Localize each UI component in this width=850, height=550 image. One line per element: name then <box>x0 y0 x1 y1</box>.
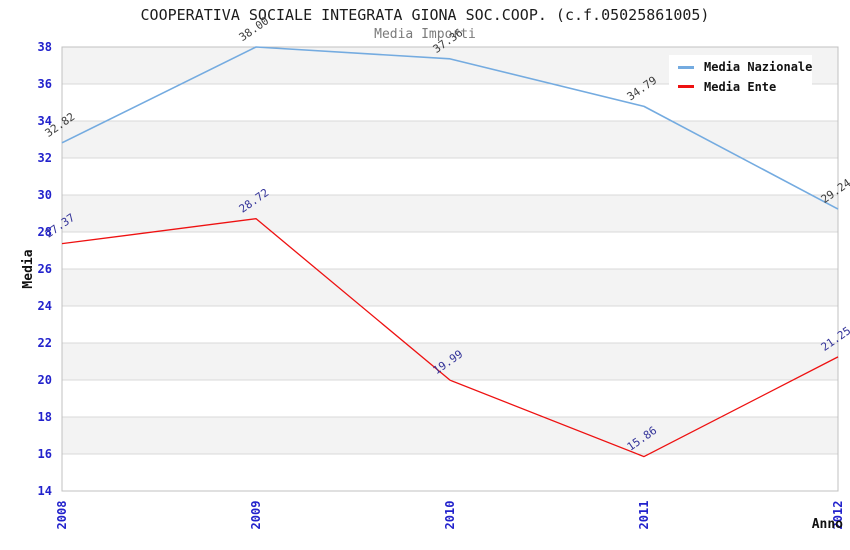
svg-text:2012: 2012 <box>831 501 845 530</box>
y-tick-label: 34 <box>38 114 52 128</box>
y-tick-label: 22 <box>38 336 52 350</box>
legend-label-media-ente: Media Ente <box>704 79 777 94</box>
x-tick-label: 2012 <box>831 501 845 530</box>
legend-label-media-nazionale: Media Nazionale <box>704 60 813 75</box>
x-tick-label: 2011 <box>637 501 651 530</box>
svg-text:2011: 2011 <box>637 501 651 530</box>
legend-line-swatch-media-ente <box>678 85 694 89</box>
legend: Media Nazionale Media Ente <box>669 55 812 99</box>
x-tick-label: 2009 <box>249 501 263 530</box>
y-tick-label: 38 <box>38 40 52 54</box>
y-tick-label: 28 <box>38 225 52 239</box>
chart-title: COOPERATIVA SOCIALE INTEGRATA GIONA SOC.… <box>140 6 710 24</box>
plot-band <box>62 306 838 343</box>
plot-border <box>61 46 839 492</box>
svg-text:2008: 2008 <box>55 501 69 530</box>
y-tick-label: 24 <box>38 299 52 313</box>
y-tick-label: 30 <box>38 188 52 202</box>
plot-band <box>62 158 838 195</box>
y-tick-label: 14 <box>38 484 52 498</box>
svg-text:Media: Media <box>21 249 36 288</box>
x-axis-title: Anno <box>812 517 843 532</box>
chart-subtitle: Media Importi <box>374 27 476 42</box>
y-tick-label: 26 <box>38 262 52 276</box>
legend-item-media-nazionale: Media Nazionale <box>669 60 812 74</box>
plot-band <box>62 121 838 158</box>
legend-item-media-ente: Media Ente <box>669 80 812 94</box>
plot-band <box>62 454 838 491</box>
x-tick-label: 2008 <box>55 501 69 530</box>
series-line-media-ente <box>61 218 839 458</box>
y-axis-title: Media <box>21 249 36 288</box>
plot-band <box>62 269 838 306</box>
y-tick-label: 16 <box>38 447 52 461</box>
y-tick-label: 18 <box>38 410 52 424</box>
svg-text:38.00: 38.00 <box>237 14 272 44</box>
series-line-media-nazionale <box>61 46 839 210</box>
svg-text:2010: 2010 <box>443 501 457 530</box>
plot-band <box>62 380 838 417</box>
y-tick-label: 36 <box>38 77 52 91</box>
legend-line-swatch-media-nazionale <box>678 65 694 69</box>
data-label-media-nazionale: 38.00 <box>237 14 272 44</box>
svg-text:2009: 2009 <box>249 501 263 530</box>
y-tick-label: 32 <box>38 151 52 165</box>
x-tick-label: 2010 <box>443 501 457 530</box>
y-tick-label: 20 <box>38 373 52 387</box>
plot-band <box>62 232 838 269</box>
plot-band <box>62 195 838 232</box>
plot-band <box>62 417 838 454</box>
plot-band <box>62 343 838 380</box>
